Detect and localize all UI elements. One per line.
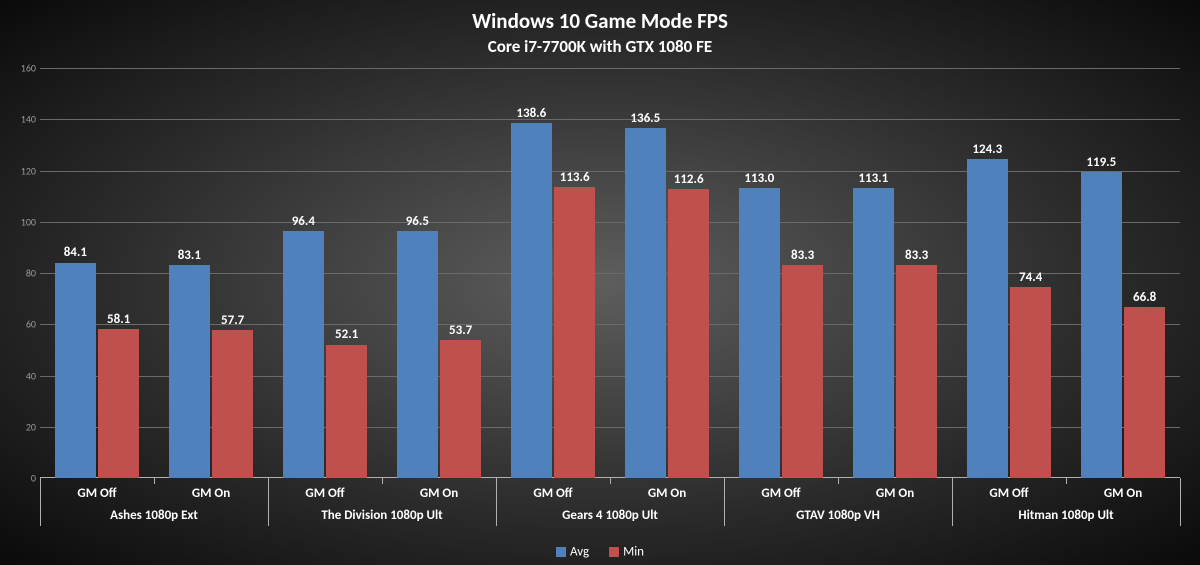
bar-avg [397, 231, 438, 478]
bar-min [98, 329, 139, 478]
tick-mark [1066, 478, 1067, 484]
group-separator [724, 478, 725, 526]
group-label: GTAV 1080p VH [796, 508, 880, 523]
subcategory-label: GM On [1104, 486, 1142, 501]
bar-min [326, 345, 367, 479]
data-label: 74.4 [1019, 270, 1042, 285]
bar-avg [511, 123, 552, 478]
bar-min [440, 340, 481, 478]
bar-avg [739, 188, 780, 478]
subcategory-label: GM On [420, 486, 458, 501]
bar-avg [55, 263, 96, 479]
bar-avg [283, 231, 324, 478]
gridline [40, 119, 1180, 120]
gridline [40, 68, 1180, 69]
tick-mark [838, 478, 839, 484]
subcategory-label: GM On [192, 486, 230, 501]
y-axis-label: 60 [10, 318, 36, 331]
bar-min [896, 265, 937, 478]
chart-title: Windows 10 Game Mode FPS [0, 8, 1200, 34]
bar-min [668, 189, 709, 478]
chart-container: Windows 10 Game Mode FPS Core i7-7700K w… [0, 0, 1200, 565]
gridline [40, 324, 1180, 325]
y-axis-label: 40 [10, 369, 36, 382]
y-axis-label: 140 [10, 113, 36, 126]
legend-swatch [556, 547, 566, 557]
group-separator [1180, 478, 1181, 526]
gridline [40, 427, 1180, 428]
group-separator [268, 478, 269, 526]
data-label: 113.6 [560, 170, 590, 185]
data-label: 52.1 [335, 327, 358, 342]
y-axis-label: 20 [10, 420, 36, 433]
data-label: 119.5 [1086, 155, 1116, 170]
group-separator [952, 478, 953, 526]
subcategory-label: GM Off [305, 486, 344, 501]
bar-avg [853, 188, 894, 478]
data-label: 66.8 [1133, 290, 1156, 305]
y-axis-label: 0 [10, 472, 36, 485]
y-axis-label: 100 [10, 215, 36, 228]
data-label: 57.7 [221, 313, 244, 328]
data-label: 53.7 [449, 323, 472, 338]
bar-min [1010, 287, 1051, 478]
bar-min [212, 330, 253, 478]
data-label: 113.0 [744, 171, 774, 186]
bar-avg [967, 159, 1008, 478]
group-label: Hitman 1080p Ult [1018, 508, 1113, 523]
bar-avg [625, 128, 666, 478]
legend: Avg Min [0, 544, 1200, 559]
y-axis-label: 160 [10, 62, 36, 75]
legend-swatch [609, 547, 619, 557]
bar-avg [169, 265, 210, 478]
bar-min [1124, 307, 1165, 478]
data-label: 83.3 [791, 248, 814, 263]
data-label: 136.5 [630, 111, 660, 126]
tick-mark [382, 478, 383, 484]
data-label: 83.3 [905, 248, 928, 263]
subcategory-label: GM Off [761, 486, 800, 501]
data-label: 58.1 [107, 312, 130, 327]
data-label: 84.1 [64, 245, 87, 260]
data-label: 124.3 [972, 142, 1002, 157]
data-label: 83.1 [178, 248, 201, 263]
group-label: The Division 1080p Ult [321, 508, 442, 523]
legend-label: Avg [570, 544, 589, 559]
tick-mark [610, 478, 611, 484]
bar-min [782, 265, 823, 478]
subcategory-label: GM On [648, 486, 686, 501]
group-label: Gears 4 1080p Ult [562, 508, 658, 523]
gridline [40, 376, 1180, 377]
y-axis-label: 120 [10, 164, 36, 177]
legend-item: Avg [556, 544, 589, 559]
subcategory-label: GM On [876, 486, 914, 501]
subcategory-label: GM Off [533, 486, 572, 501]
gridline [40, 222, 1180, 223]
data-label: 112.6 [674, 172, 704, 187]
bar-min [554, 187, 595, 478]
group-label: Ashes 1080p Ext [110, 508, 198, 523]
data-label: 96.5 [406, 214, 429, 229]
group-separator [496, 478, 497, 526]
data-label: 113.1 [858, 171, 888, 186]
bar-avg [1081, 172, 1122, 478]
data-label: 138.6 [516, 106, 546, 121]
gridline [40, 171, 1180, 172]
group-separator [40, 478, 41, 526]
tick-mark [154, 478, 155, 484]
chart-subtitle: Core i7-7700K with GTX 1080 FE [0, 36, 1200, 57]
data-label: 96.4 [292, 214, 315, 229]
subcategory-label: GM Off [989, 486, 1028, 501]
y-axis-label: 80 [10, 267, 36, 280]
legend-label: Min [623, 544, 644, 559]
legend-item: Min [609, 544, 644, 559]
gridline [40, 273, 1180, 274]
subcategory-label: GM Off [77, 486, 116, 501]
plot-area: 02040608010012014016084.158.1GM Off83.15… [40, 68, 1180, 478]
